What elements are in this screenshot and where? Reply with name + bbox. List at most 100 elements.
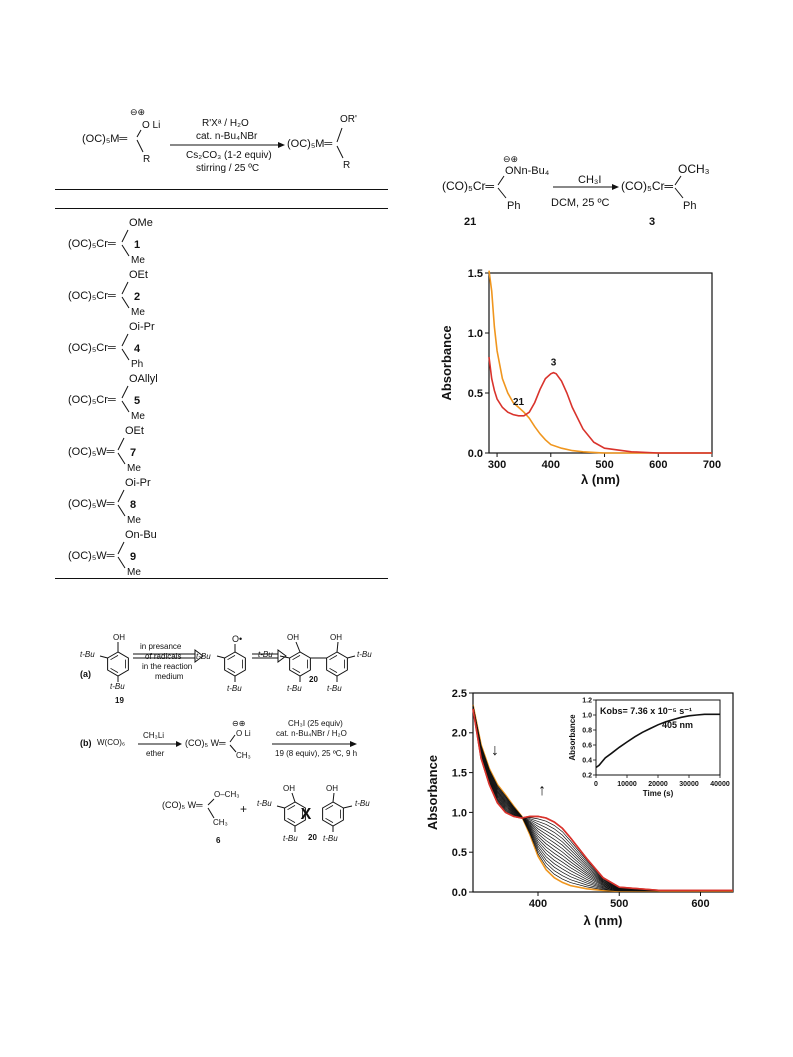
increase-arrow: ↑ — [538, 782, 546, 799]
inset-kobs-annotation: Kobs= 7.36 x 10⁻⁵ s⁻¹ — [600, 706, 692, 716]
compound-number: 4 — [134, 343, 141, 355]
b-intermediate-core: (CO)₅ W═ — [185, 738, 226, 748]
compound-20b-label: 20 — [308, 833, 317, 842]
arrow-text: medium — [155, 672, 184, 681]
arrow-text: of radicals — [145, 652, 181, 661]
inset-x-tick-label: 0 — [594, 781, 598, 788]
table-rule-top — [55, 189, 388, 190]
product-or: OR' — [340, 114, 357, 125]
x-tick-label: 400 — [542, 459, 560, 471]
compound-substituent: Me — [127, 463, 141, 474]
compound-or-group: OEt — [125, 425, 144, 437]
compound-substituent: Ph — [131, 359, 143, 370]
oh-label: OH — [326, 784, 338, 793]
t-bu-label: t-Bu — [327, 684, 342, 693]
arrowhead — [350, 741, 357, 747]
b-product-core: (CO)₅ W═ — [162, 800, 203, 810]
product-core: (CO)₅Cr═ — [621, 179, 673, 193]
inset-y-tick-label: 0.8 — [582, 728, 592, 735]
ring-double-bond — [329, 655, 338, 661]
scheme-top-left: ⊖⊕ O Li (OC)₅M═ R R'Xᵃ / H₂O cat. n-Bu₄N… — [82, 107, 357, 174]
compound-substituent: Me — [131, 307, 145, 318]
inset-series-line — [595, 713, 720, 769]
bond — [216, 655, 225, 659]
product-och3: OCH₃ — [678, 162, 710, 176]
bond — [207, 807, 215, 819]
ring-double-bond — [325, 817, 334, 823]
compound-metal-core: (OC)₅Cr═ — [68, 342, 116, 354]
conditions: DCM, 25 ºC — [551, 197, 609, 209]
x-tick-label: 600 — [691, 898, 709, 910]
compound-metal-core: (OC)₅W═ — [68, 446, 115, 458]
compound-entry: (OC)₅Cr═ OMe 1 Me — [68, 217, 153, 266]
compound-substituent: Me — [127, 567, 141, 578]
b-reactant: W(CO)₆ — [97, 738, 125, 747]
compound-metal-core: (OC)₅W═ — [68, 550, 115, 562]
compound-number: 7 — [130, 447, 136, 459]
y-tick-label: 0.5 — [452, 847, 467, 859]
uv-vis-chart-21-vs-3: 300 400 500 600 700 0.0 0.5 1.0 1.5 λ (nm) Absorba… — [439, 268, 721, 487]
x-tick-label: 400 — [529, 898, 547, 910]
inset-x-tick-label: 30000 — [679, 781, 699, 788]
table-rule-header — [55, 208, 388, 209]
conditions-3: Cs₂CO₃ (1-2 equiv) — [186, 150, 272, 161]
compound-metal-core: (OC)₅Cr═ — [68, 394, 116, 406]
bond — [347, 655, 356, 659]
x-tick-label: 500 — [595, 459, 613, 471]
y-tick-label: 1.5 — [468, 268, 483, 280]
oh-label: OH — [283, 784, 295, 793]
inset-y-tick-label: 1.0 — [582, 713, 592, 720]
b-ch3: CH₃ — [236, 751, 251, 760]
inset-frame — [595, 699, 721, 776]
compound-or-group: OAllyl — [129, 373, 158, 385]
t-bu-label: t-Bu — [323, 834, 338, 843]
y-axis-label: Absorbance — [439, 325, 454, 400]
compound-entry: (OC)₅W═ OEt 7 Me — [68, 425, 144, 474]
x-tick-label: 300 — [488, 459, 506, 471]
ring-double-bond — [110, 655, 119, 661]
bond — [332, 792, 335, 803]
oh-label: OH — [330, 633, 342, 642]
plot-frame — [472, 692, 734, 893]
ring-double-bond — [325, 805, 334, 811]
annotation-21: 21 — [513, 397, 525, 408]
compound-number: 1 — [134, 239, 140, 251]
b-oli: O Li — [236, 729, 251, 738]
y-tick-label: 1.0 — [468, 328, 483, 340]
product-core: (OC)₅M═ — [287, 138, 332, 150]
compound-substituent: Me — [131, 255, 145, 266]
compound-entry: (OC)₅Cr═ OAllyl 5 Me — [68, 373, 158, 422]
b-charges: ⊖⊕ — [232, 719, 245, 728]
y-tick-label: 1.5 — [452, 767, 467, 779]
b-product-ch3: CH₃ — [213, 818, 228, 827]
y-tick-label: 0.0 — [468, 448, 483, 460]
scheme-top-right: ⊖⊕ ONn-Bu₄ (CO)₅Cr═ Ph 21 CH₃I DCM, 25 º… — [442, 154, 710, 228]
t-bu-label: t-Bu — [227, 684, 242, 693]
inset-x-axis-label: Time (s) — [643, 789, 674, 798]
compound-entry: (OC)₅W═ On-Bu 9 Me — [68, 529, 157, 578]
reactant-core: (CO)₅Cr═ — [442, 179, 494, 193]
y-tick-label: 0.5 — [468, 388, 483, 400]
compound-number: 5 — [134, 395, 140, 407]
reagent: CH₃I — [578, 174, 601, 186]
compound-or-group: Oi-Pr — [125, 477, 151, 489]
arrow-text: in presance — [140, 642, 182, 651]
reactant-charges: ⊖⊕ — [503, 154, 518, 164]
conditions-2: cat. n-Bu₄NBr — [196, 131, 258, 142]
bond — [343, 805, 353, 809]
table-rule-bottom — [55, 578, 388, 579]
ring-double-bond — [227, 655, 236, 661]
bond — [229, 744, 237, 753]
b-reagent: CH₃Li — [143, 731, 164, 740]
inset-y-tick-label: 0.4 — [582, 758, 592, 765]
ring-double-bond — [287, 805, 296, 811]
x-axis-label: λ (nm) — [581, 472, 620, 487]
reactant-substituent: ONn-Bu₄ — [505, 165, 550, 177]
y-tick-label: 2.0 — [452, 728, 467, 740]
compound-3-label: 3 — [649, 216, 655, 228]
oh-label: OH — [287, 633, 299, 642]
t-bu-label: t-Bu — [283, 834, 298, 843]
decrease-arrow: ↓ — [491, 742, 499, 759]
compound-6-label: 6 — [216, 836, 221, 845]
